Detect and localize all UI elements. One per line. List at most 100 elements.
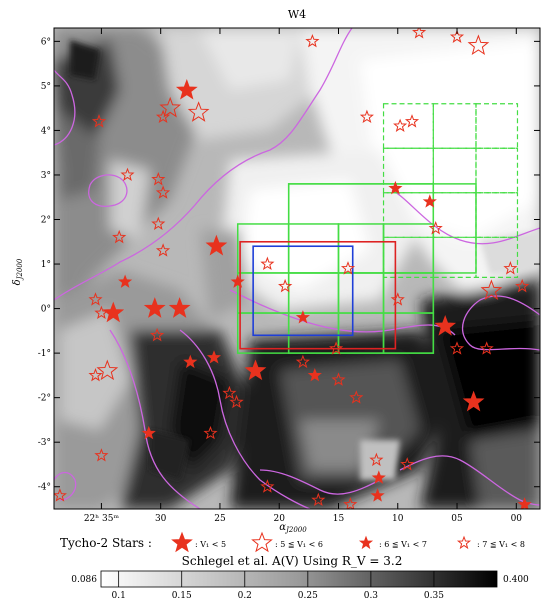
star-marker — [449, 341, 465, 355]
star-marker — [88, 367, 103, 382]
star-marker — [141, 425, 156, 440]
star-marker — [168, 297, 191, 318]
y-tick-label: 4° — [41, 126, 51, 136]
chart-title: W4 — [288, 8, 306, 21]
x-axis: 22ʰ 35ᵐ 30 25 20 15 10 05 00 — [84, 28, 522, 524]
x-tick-label: 05 — [451, 514, 463, 524]
star-marker — [205, 234, 228, 256]
x-tick-label: 00 — [511, 514, 523, 524]
star-marker — [449, 29, 465, 43]
survey-fields — [236, 103, 519, 354]
star-marker — [329, 341, 344, 355]
blue-box — [252, 245, 354, 337]
legend-label: : V₁ < 5 — [195, 540, 226, 549]
colorbar-tick-label: 0.1 — [111, 591, 125, 601]
star-marker — [340, 261, 356, 275]
star-marker — [94, 448, 109, 462]
star-marker — [359, 109, 374, 124]
star-marker — [94, 305, 109, 320]
star-marker — [230, 274, 245, 288]
star-marker — [159, 96, 182, 118]
colorbar-tick-label: 0.35 — [424, 591, 444, 601]
star-marker — [343, 497, 358, 509]
star-marker — [203, 425, 218, 440]
star-marker — [183, 354, 198, 369]
star-marker — [412, 28, 427, 39]
y-tick-label: 5° — [41, 82, 51, 92]
star-marker — [428, 220, 443, 235]
y-tick-label: -4° — [38, 483, 51, 493]
star-marker — [479, 341, 494, 355]
legend-label: : 7 ≦ V₁ < 8 — [477, 540, 525, 549]
star-marker — [388, 180, 403, 195]
star-marker — [151, 216, 166, 230]
x-tick-label: 20 — [273, 514, 285, 524]
x-tick-label: 15 — [333, 514, 345, 524]
red-box — [239, 240, 397, 350]
star-marker — [155, 243, 171, 257]
star-marker — [434, 314, 457, 336]
y-axis-label: δJ2000 — [12, 258, 24, 285]
colorbar-max-label: 0.400 — [503, 575, 529, 585]
star-marker — [244, 359, 267, 381]
y-tick-label: 0° — [41, 305, 51, 315]
colorbar: Schlegel et al. A(V) Using R_V = 3.2 0.0… — [71, 554, 529, 601]
y-tick-label: 1° — [41, 260, 51, 270]
star-marker — [400, 457, 415, 471]
star-marker — [88, 292, 103, 306]
legend-marker — [358, 535, 374, 550]
star-marker — [503, 261, 518, 275]
colorbar-tick-label: 0.25 — [298, 591, 318, 601]
star-marker — [371, 470, 386, 484]
star-marker — [331, 372, 346, 386]
star-marker — [462, 390, 485, 412]
star-marker — [112, 229, 127, 244]
star-marker — [295, 310, 310, 324]
star-marker — [422, 194, 437, 208]
y-tick-label: 6° — [41, 37, 51, 47]
star-marker — [143, 297, 166, 318]
star-marker — [102, 301, 125, 323]
star-marker — [307, 367, 322, 382]
star-marker — [260, 479, 275, 493]
star-marker — [155, 109, 171, 124]
star-marker — [480, 279, 503, 301]
legend-marker — [171, 531, 193, 553]
star-marker — [120, 167, 135, 181]
star-marker — [393, 118, 408, 132]
colorbar-tick-label: 0.15 — [172, 591, 192, 601]
star-marker — [311, 492, 326, 507]
x-axis-label: αJ2000 — [279, 522, 307, 534]
star-marker — [517, 497, 532, 509]
legend: Tycho-2 Stars : : V₁ < 5: 5 ≦ V₁ < 6: 6 … — [60, 531, 525, 553]
y-tick-label: 2° — [41, 216, 51, 226]
x-tick-label: 10 — [392, 514, 404, 524]
plot-frame — [53, 27, 541, 510]
star-marker — [222, 385, 237, 400]
star-marker — [390, 292, 405, 306]
y-tick-label: -3° — [38, 438, 51, 448]
y-tick-label: -1° — [38, 349, 51, 359]
star-marker — [278, 278, 293, 293]
star-marker — [515, 278, 530, 293]
y-tick-label: 3° — [41, 171, 51, 181]
star-marker — [370, 488, 385, 502]
dashed-field — [432, 147, 477, 194]
star-marker — [187, 101, 210, 122]
star-marker — [349, 390, 364, 404]
x-tick-label: 22ʰ 35ᵐ — [84, 514, 120, 524]
legend-label: : 6 ≦ V₁ < 7 — [379, 540, 427, 549]
legend-label: : 5 ≦ V₁ < 6 — [275, 540, 323, 549]
colorbar-gradient — [100, 570, 498, 588]
star-marker — [467, 34, 490, 56]
colorbar-title: Schlegel et al. A(V) Using R_V = 3.2 — [182, 554, 403, 568]
star-marker — [369, 452, 384, 467]
y-axis: 6° 5° 4° 3° 2° 1° 0° -1° -2° -3° -4° — [38, 37, 540, 493]
star-marker — [96, 359, 119, 381]
dashed-field — [432, 103, 477, 149]
star-marker — [118, 274, 133, 288]
contour-lines — [54, 28, 540, 509]
star-marker — [206, 350, 222, 364]
colorbar-min-label: 0.086 — [71, 575, 97, 585]
